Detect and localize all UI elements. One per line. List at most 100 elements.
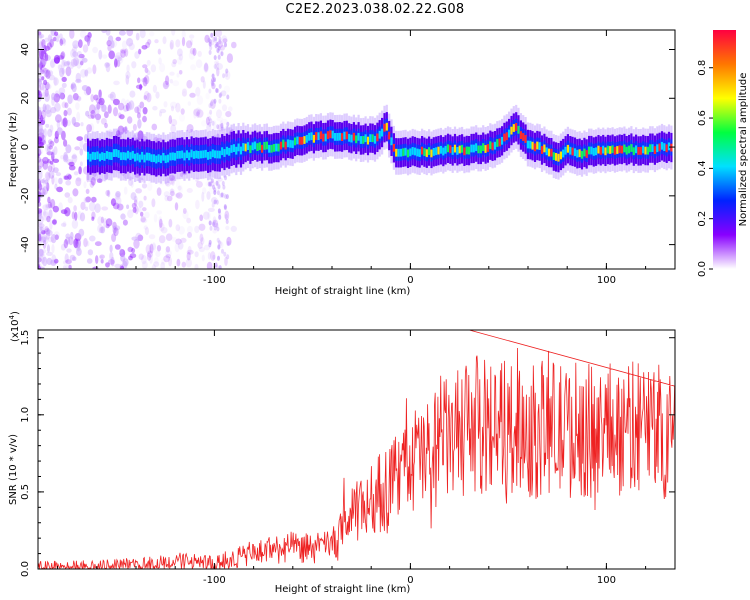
noise-cell	[70, 231, 74, 240]
noise-cell	[138, 206, 142, 213]
ridge-core-cell	[341, 133, 344, 141]
colorbar-tick-label: 0.6	[697, 110, 708, 126]
noise-cell	[84, 70, 89, 78]
noise-cell	[195, 111, 200, 118]
x-tick-label: 0	[407, 575, 413, 586]
noise-cell	[105, 62, 111, 73]
noise-cell	[38, 31, 42, 36]
noise-cell	[45, 182, 50, 187]
noise-cell	[154, 257, 159, 264]
noise-cell	[50, 198, 56, 209]
ridge-core-cell	[456, 147, 459, 155]
ridge-core-cell	[141, 151, 144, 160]
noise-cell	[133, 195, 138, 203]
y-scale-base: (x10	[10, 319, 21, 342]
noise-cell	[117, 56, 123, 62]
ridge-core-cell	[588, 146, 591, 155]
noise-cell	[130, 192, 137, 201]
noise-cell	[162, 36, 167, 45]
noise-cell	[159, 111, 162, 117]
ridge-core-cell	[385, 122, 388, 131]
noise-cell	[87, 32, 92, 39]
noise-cell	[212, 221, 216, 227]
ridge-core-cell	[129, 152, 132, 160]
ridge-core-cell	[199, 150, 203, 159]
noise-cell	[153, 261, 160, 267]
noise-cell	[83, 197, 88, 204]
noise-cell	[145, 41, 151, 49]
noise-cell	[177, 57, 183, 65]
noise-cell	[218, 265, 222, 269]
noise-cell	[207, 252, 212, 260]
noise-cell	[159, 108, 167, 114]
y-tick-label: 0.0	[20, 561, 31, 577]
noise-cell	[38, 254, 41, 263]
heatmap-cells	[38, 30, 673, 269]
ridge-core-cell	[277, 143, 280, 152]
ridge-core-cell	[526, 140, 529, 149]
noise-cell	[78, 166, 82, 175]
noise-cell	[153, 213, 158, 223]
ridge-core-cell	[580, 150, 584, 159]
noise-cell	[118, 30, 126, 36]
noise-cell	[224, 256, 228, 266]
ridge-core-cell	[324, 133, 327, 142]
noise-cell	[104, 111, 109, 119]
noise-cell	[38, 223, 45, 228]
ridge-core-cell	[548, 148, 551, 157]
noise-cell	[189, 92, 196, 98]
noise-cell	[62, 260, 68, 265]
ridge-core-cell	[442, 147, 445, 156]
noise-cell	[209, 45, 213, 51]
noise-cell	[137, 234, 144, 242]
noise-cell	[84, 198, 90, 203]
ridge-core-cell	[543, 144, 546, 153]
noise-cell	[144, 67, 149, 74]
ridge-core-cell	[399, 148, 402, 157]
noise-cell	[181, 88, 188, 97]
noise-cell	[86, 258, 93, 264]
noise-cell	[163, 191, 171, 198]
noise-cell	[74, 211, 78, 221]
noise-cell	[45, 203, 52, 209]
noise-cell	[78, 53, 85, 59]
ridge-core-cell	[183, 152, 186, 161]
ridge-core-cell	[451, 147, 454, 155]
ridge-core-cell	[416, 148, 419, 157]
noise-cell	[180, 172, 184, 177]
noise-cell	[120, 49, 126, 58]
ridge-core-cell	[87, 151, 90, 160]
noise-cell	[69, 30, 75, 39]
noise-cell	[120, 265, 125, 269]
noise-cell	[79, 139, 84, 149]
noise-cell	[42, 106, 47, 112]
noise-cell	[100, 226, 106, 234]
noise-cell	[177, 48, 183, 57]
noise-cell	[43, 79, 48, 86]
noise-cell	[208, 41, 212, 47]
ridge-core-cell	[531, 141, 534, 150]
noise-cell	[185, 258, 192, 268]
colorbar-label: Normalized spectral amplitude	[738, 73, 749, 227]
noise-cell	[70, 58, 78, 67]
noise-cell	[122, 219, 128, 226]
noise-cell	[186, 124, 194, 133]
noise-cell	[213, 220, 216, 226]
ridge-core-cell	[230, 145, 233, 153]
noise-cell	[222, 38, 228, 43]
noise-cell	[140, 216, 146, 223]
ridge-core-cell	[192, 151, 195, 159]
ridge-core-cell	[453, 144, 457, 153]
ridge-core-cell	[644, 146, 647, 155]
ridge-core-cell	[620, 145, 624, 154]
ridge-core-cell	[195, 150, 198, 159]
noise-cell	[148, 234, 156, 240]
noise-cell	[124, 126, 128, 135]
noise-cell	[93, 94, 99, 101]
noise-cell	[92, 64, 97, 75]
ridge-core-cell	[345, 131, 348, 140]
noise-cell	[198, 223, 206, 231]
noise-cell	[54, 57, 60, 64]
noise-cell	[60, 243, 66, 251]
noise-cell	[55, 172, 62, 177]
